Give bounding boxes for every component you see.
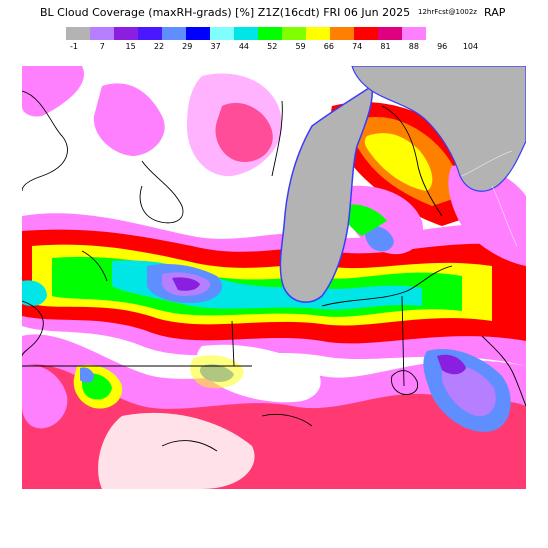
legend-swatch: [162, 27, 186, 40]
legend-label: 37: [210, 42, 221, 51]
region-blue-lakeside: [364, 225, 394, 252]
boundary-line-10: [391, 370, 419, 395]
region-magenta-eastedge: [448, 165, 526, 266]
boundary-line-9: [481, 335, 526, 407]
boundary-line-5: [22, 300, 44, 357]
boundary-line-4: [381, 105, 443, 217]
cloud-coverage-map: [22, 66, 526, 489]
legend-label-row: -1 7 15 22 29 37 44 52 59 66 74 81 88 96 104: [66, 42, 498, 53]
region-yellow-northeast: [364, 133, 433, 191]
legend-label: -1: [70, 42, 78, 51]
boundary-line-11: [231, 320, 235, 367]
legend-swatch: [114, 27, 138, 40]
legend-label: 29: [182, 42, 193, 51]
model-name: RAP: [484, 6, 506, 19]
legend-swatch-bar: [66, 27, 426, 40]
region-clear-south: [98, 412, 255, 489]
legend-swatch: [258, 27, 282, 40]
legend-label: 66: [323, 42, 334, 51]
legend-swatch: [66, 27, 90, 40]
legend-swatch: [210, 27, 234, 40]
legend-swatch: [186, 27, 210, 40]
region-green-lakeside: [341, 204, 387, 236]
region-violet-southeast: [437, 354, 466, 375]
boundary-line-2: [139, 160, 184, 224]
shorelines: [461, 150, 518, 247]
lake-huron: [351, 66, 526, 192]
legend-swatch: [402, 27, 426, 40]
legend-swatch: [354, 27, 378, 40]
legend-label: 22: [153, 42, 165, 51]
legend-label: 74: [352, 42, 363, 51]
legend-swatch: [330, 27, 354, 40]
shoreline-1: [461, 150, 513, 177]
boundary-line-6: [81, 250, 108, 282]
region-cyan-west: [22, 280, 47, 306]
legend-label: 15: [125, 42, 136, 51]
legend-swatch: [282, 27, 306, 40]
boundary-line-1: [22, 90, 68, 192]
run-stamp: 12hrFcst@1002z: [418, 8, 477, 16]
boundary-line-14: [261, 413, 313, 427]
region-blue-southwest: [80, 367, 94, 383]
chart-title: BL Cloud Coverage (maxRH-grads) [%] Z1Z(…: [0, 6, 548, 22]
region-magenta-northwest: [22, 66, 84, 117]
legend-label: 44: [238, 42, 249, 51]
legend-label: 59: [295, 42, 306, 51]
legend-label: 88: [408, 42, 419, 51]
color-legend: -1 7 15 22 29 37 44 52 59 66 74 81 88 96 104: [66, 27, 498, 53]
boundary-line-13: [161, 440, 218, 452]
boundary-line-12: [401, 295, 405, 387]
shoreline-2: [491, 185, 518, 247]
region-yellow-islands: [190, 355, 244, 389]
region-purple-southeast: [442, 364, 496, 417]
region-violet-central: [172, 277, 200, 291]
legend-label: 104: [462, 42, 479, 51]
legend-swatch: [306, 27, 330, 40]
legend-label: 96: [437, 42, 448, 51]
region-magenta-north: [93, 83, 165, 156]
boundaries: [22, 90, 526, 452]
title-text: BL Cloud Coverage (maxRH-grads) [%] Z1Z(…: [40, 6, 411, 19]
boundary-line-3: [271, 100, 283, 177]
legend-swatch: [138, 27, 162, 40]
region-magenta-southwest: [22, 365, 68, 429]
coverage-field: [22, 66, 526, 489]
legend-swatch: [378, 27, 402, 40]
legend-label: 7: [99, 42, 105, 51]
boundary-line-7: [321, 265, 453, 307]
legend-label: 52: [267, 42, 278, 51]
legend-label: 81: [380, 42, 391, 51]
legend-swatch: [90, 27, 114, 40]
region-magenta-northcentral: [187, 73, 282, 177]
legend-swatch: [234, 27, 258, 40]
